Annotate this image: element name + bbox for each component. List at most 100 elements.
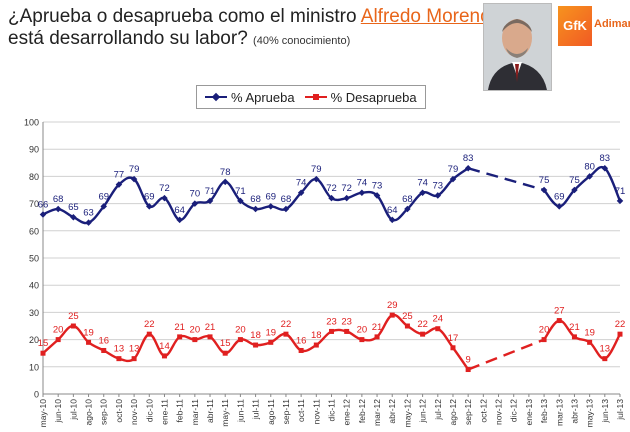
data-point xyxy=(373,192,381,199)
data-point xyxy=(177,334,183,340)
knowledge-note: (40% conocimiento) xyxy=(253,35,351,47)
minister-name-link[interactable]: Alfredo Moreno xyxy=(360,6,491,27)
logo-mark: GfK xyxy=(558,6,592,46)
data-label: 20 xyxy=(235,325,246,336)
data-label: 72 xyxy=(341,183,352,194)
x-tick-label: oct-12 xyxy=(478,399,488,423)
data-label: 75 xyxy=(569,175,580,186)
data-point xyxy=(617,331,623,337)
data-label: 71 xyxy=(235,186,246,197)
x-tick-label: jun-10 xyxy=(53,399,63,424)
data-label: 20 xyxy=(190,325,201,336)
x-tick-label: jun-13 xyxy=(600,399,610,424)
x-tick-label: dic-11 xyxy=(327,399,337,422)
data-point xyxy=(297,189,305,196)
x-tick-label: may-10 xyxy=(38,399,48,428)
data-label: 21 xyxy=(174,322,185,333)
data-point xyxy=(587,339,593,345)
data-label: 21 xyxy=(372,322,383,333)
data-point xyxy=(328,194,335,202)
data-label: 77 xyxy=(114,170,125,181)
x-tick-label: mar-12 xyxy=(372,399,382,426)
data-point xyxy=(465,367,471,373)
data-point xyxy=(450,345,456,351)
x-tick-label: ago-11 xyxy=(266,399,276,425)
data-point xyxy=(146,203,153,210)
title-question: está desarrollando su labor? xyxy=(8,28,248,49)
data-point xyxy=(586,173,593,180)
data-point xyxy=(40,350,46,356)
data-point xyxy=(388,216,396,224)
data-label: 13 xyxy=(129,344,140,355)
data-label: 78 xyxy=(220,167,231,178)
data-label: 13 xyxy=(600,344,611,355)
data-point xyxy=(344,328,350,334)
data-point xyxy=(100,203,107,210)
data-point xyxy=(541,337,547,343)
data-point xyxy=(420,331,426,337)
x-tick-label: jul-13 xyxy=(615,399,625,421)
y-tick-label: 40 xyxy=(29,281,39,291)
data-point xyxy=(70,323,76,329)
y-tick-label: 0 xyxy=(34,390,39,400)
data-label: 22 xyxy=(615,319,626,330)
data-label: 72 xyxy=(326,183,337,194)
data-point xyxy=(176,216,183,224)
data-label: 21 xyxy=(569,322,580,333)
data-point xyxy=(313,342,319,348)
data-label: 74 xyxy=(417,178,428,189)
data-label: 20 xyxy=(53,325,64,336)
data-label: 69 xyxy=(554,191,565,202)
data-point xyxy=(449,175,457,183)
data-label: 74 xyxy=(296,178,307,189)
x-tick-label: ene-12 xyxy=(342,399,352,426)
data-label: 68 xyxy=(281,194,292,205)
x-tick-label: ene-13 xyxy=(524,399,534,426)
data-label: 69 xyxy=(144,191,155,202)
minister-photo xyxy=(483,3,552,91)
data-point xyxy=(116,356,122,362)
data-point xyxy=(146,331,152,337)
x-tick-label: jun-11 xyxy=(235,399,245,423)
data-label: 19 xyxy=(83,327,94,338)
data-label: 63 xyxy=(83,208,94,219)
data-point xyxy=(404,323,410,329)
data-label: 68 xyxy=(402,194,413,205)
data-point xyxy=(221,178,229,186)
data-label: 16 xyxy=(296,335,307,346)
y-tick-label: 10 xyxy=(29,362,39,372)
data-point xyxy=(192,337,198,343)
data-point xyxy=(556,318,562,324)
title-prefix: ¿Aprueba o desaprueba como el ministro xyxy=(8,6,361,27)
x-tick-label: oct-11 xyxy=(296,399,306,422)
data-label: 71 xyxy=(205,186,216,197)
data-point xyxy=(207,334,213,340)
data-point xyxy=(343,194,350,202)
data-point xyxy=(601,164,609,172)
data-point xyxy=(130,175,138,183)
legend-item-disapprove: % Desaprueba xyxy=(304,90,417,105)
x-tick-label: ene-11 xyxy=(159,399,169,425)
x-tick-label: jun-12 xyxy=(418,399,428,424)
data-point xyxy=(252,205,259,213)
data-point xyxy=(253,342,259,348)
data-label: 68 xyxy=(250,194,261,205)
x-tick-label: abr-11 xyxy=(205,399,215,423)
data-point xyxy=(161,353,167,359)
data-label: 27 xyxy=(554,306,565,317)
data-point xyxy=(222,350,228,356)
data-label: 79 xyxy=(311,164,322,175)
data-label: 64 xyxy=(174,205,185,216)
x-tick-label: sep-11 xyxy=(281,399,291,425)
data-point xyxy=(86,339,92,345)
logo-text: Adimark xyxy=(594,18,630,30)
data-point xyxy=(404,205,411,213)
data-label: 66 xyxy=(38,199,49,210)
header: ¿Aprueba o desaprueba como el ministro A… xyxy=(8,6,491,52)
data-label: 73 xyxy=(372,180,383,191)
x-tick-label: abr-12 xyxy=(387,399,397,424)
legend-swatch-disapprove xyxy=(304,92,327,102)
data-label: 69 xyxy=(98,191,109,202)
x-tick-label: may-11 xyxy=(220,399,230,427)
data-label: 25 xyxy=(402,311,413,322)
